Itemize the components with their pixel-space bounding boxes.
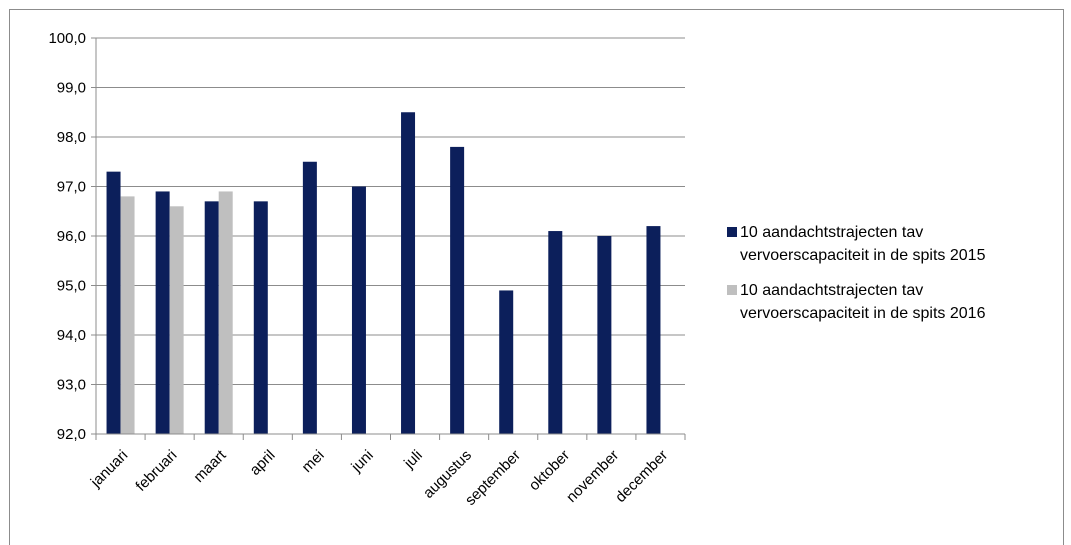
x-tick-label: juli: [400, 447, 426, 473]
y-tick-label: 92,0: [57, 426, 86, 443]
bar-2015-december: [646, 226, 661, 434]
legend: 10 aandachtstrajecten tav vervoerscapaci…: [727, 221, 1057, 337]
x-tick-label: april: [247, 447, 279, 479]
legend-label-2015-line2: vervoerscapaciteit in de spits 2015: [740, 247, 986, 264]
bar-2016-maart: [218, 191, 233, 434]
bar-2015-januari: [106, 171, 121, 434]
bar-2015-maart: [204, 201, 219, 434]
y-tick-label: 95,0: [57, 278, 86, 295]
legend-item-2016: 10 aandachtstrajecten tav vervoerscapaci…: [727, 279, 1057, 325]
bar-2015-mei: [302, 161, 317, 434]
chart-frame: [9, 9, 1064, 545]
y-tick-label: 93,0: [57, 377, 86, 394]
y-tick-label: 97,0: [57, 179, 86, 196]
legend-swatch-2016: [727, 285, 737, 295]
legend-swatch-2015: [727, 227, 737, 237]
x-tick-label: juni: [348, 447, 377, 476]
bar-2015-februari: [155, 191, 170, 434]
bar-2015-november: [597, 236, 612, 434]
y-tick-label: 100,0: [48, 30, 86, 47]
bar-2015-juni: [351, 186, 366, 434]
bar-2015-april: [253, 201, 268, 434]
x-tick-label: oktober: [526, 447, 573, 494]
legend-label-2016-line2: vervoerscapaciteit in de spits 2016: [740, 305, 986, 322]
bar-2015-augustus: [450, 146, 465, 434]
bar-2015-juli: [401, 112, 416, 434]
y-tick-label: 99,0: [57, 80, 86, 97]
x-tick-label: februari: [132, 447, 180, 495]
x-tick-label: maart: [190, 446, 230, 486]
x-tick-label: januari: [87, 447, 132, 492]
bar-2016-februari: [169, 206, 184, 434]
legend-label-2015-line1: 10 aandachtstrajecten tav: [740, 224, 924, 241]
y-tick-label: 98,0: [57, 129, 86, 146]
bar-2015-september: [499, 290, 514, 434]
bar-2015-oktober: [548, 231, 563, 434]
y-tick-label: 94,0: [57, 327, 86, 344]
bar-2016-januari: [120, 196, 135, 434]
y-tick-label: 96,0: [57, 228, 86, 245]
legend-label-2016-line1: 10 aandachtstrajecten tav: [740, 282, 924, 299]
x-tick-label: december: [612, 447, 671, 506]
legend-item-2015: 10 aandachtstrajecten tav vervoerscapaci…: [727, 221, 1057, 267]
x-tick-label: november: [563, 447, 622, 506]
x-tick-label: mei: [299, 447, 328, 476]
